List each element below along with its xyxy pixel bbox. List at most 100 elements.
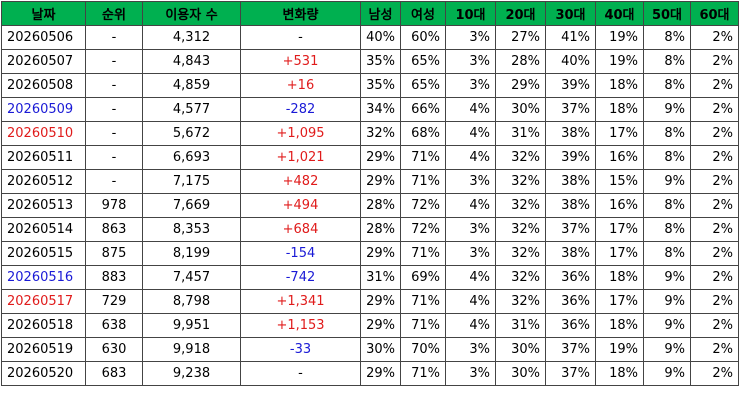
table-cell: 30% — [495, 361, 546, 386]
table-cell: 18% — [595, 97, 644, 122]
table-cell: 36% — [545, 313, 596, 338]
table-cell: 29% — [360, 169, 401, 194]
table-cell: -154 — [240, 241, 361, 266]
table-cell: 37% — [545, 97, 596, 122]
table-cell: 31% — [495, 313, 546, 338]
table-cell: 16% — [595, 193, 644, 218]
table-cell: 20260518 — [1, 313, 86, 338]
table-row: 20260510-5,672 +1,095 32% 68% 4% 31% 38% 17% 8% 2… — [1, 121, 739, 146]
column-header: 순위 — [85, 1, 143, 26]
table-cell: 20260511 — [1, 145, 86, 170]
table-cell: +1,341 — [240, 289, 361, 314]
table-cell: -33 — [240, 337, 361, 362]
table-cell: 18% — [595, 73, 644, 98]
table-cell: 8% — [643, 193, 691, 218]
column-header: 20대 — [495, 1, 546, 26]
table-cell: 9,238 — [142, 361, 241, 386]
table-cell: 2% — [690, 121, 739, 146]
table-cell: 8% — [643, 49, 691, 74]
table-cell: 4% — [445, 193, 496, 218]
table-cell: 20260516 — [1, 265, 86, 290]
table-cell: 71% — [400, 361, 446, 386]
table-cell: 9% — [643, 337, 691, 362]
table-cell: 29% — [495, 73, 546, 98]
table-cell: 37% — [545, 217, 596, 242]
table-row: 20260508-4,859 +16 35% 65% 3% 29% 39% 18% 8% 2% — [1, 73, 739, 98]
table-cell: 630 — [85, 337, 143, 362]
table-cell: 28% — [495, 49, 546, 74]
table-cell: 8,353 — [142, 217, 241, 242]
table-cell: 32% — [495, 217, 546, 242]
table-cell: - — [85, 25, 143, 50]
table-cell: 20260520 — [1, 361, 86, 386]
table-cell: 37% — [545, 361, 596, 386]
table-cell: 20260509 — [1, 97, 86, 122]
table-cell: 71% — [400, 313, 446, 338]
table-cell: 35% — [360, 49, 401, 74]
table-cell: 35% — [360, 73, 401, 98]
table-cell: 20260506 — [1, 25, 86, 50]
table-cell: 8,798 — [142, 289, 241, 314]
table-cell: +531 — [240, 49, 361, 74]
table-cell: - — [85, 97, 143, 122]
table-cell: - — [85, 73, 143, 98]
table-cell: 18% — [595, 361, 644, 386]
table-cell: 2% — [690, 73, 739, 98]
table-cell: 68% — [400, 121, 446, 146]
table-cell: 71% — [400, 169, 446, 194]
table-cell: 8% — [643, 25, 691, 50]
table-cell: 30% — [495, 337, 546, 362]
table-cell: +494 — [240, 193, 361, 218]
table-cell: 3% — [445, 337, 496, 362]
table-cell: 4,312 — [142, 25, 241, 50]
table-row: 20260517 729 8,798 +1,341 29% 71% 4% 32% 36% 17% 9… — [1, 289, 739, 314]
table-cell: 17% — [595, 241, 644, 266]
data-table: 날짜 순위 이용자 수 변화량 남성 여성 10대 20대 30대 40대 50대 60대 20260… — [1, 1, 739, 386]
table-cell: 32% — [360, 121, 401, 146]
table-cell: +684 — [240, 217, 361, 242]
table-cell: 60% — [400, 25, 446, 50]
table-cell: 3% — [445, 361, 496, 386]
table-row: 20260511-6,693 +1,021 29% 71% 4% 32% 39% 16% 8% 2… — [1, 145, 739, 170]
table-cell: 8% — [643, 121, 691, 146]
table-row: 20260518 638 9,951 +1,153 29% 71% 4% 31% 36% 18% 9… — [1, 313, 739, 338]
table-cell: 17% — [595, 289, 644, 314]
column-header: 여성 — [400, 1, 446, 26]
table-cell: 8% — [643, 73, 691, 98]
table-cell: - — [240, 25, 361, 50]
table-cell: 4,859 — [142, 73, 241, 98]
table-cell: - — [85, 169, 143, 194]
table-row: 20260520 683 9,238-29% 71% 3% 30% 37% 18% 9% 2% — [1, 361, 739, 386]
table-cell: 6,693 — [142, 145, 241, 170]
table-cell: 3% — [445, 217, 496, 242]
table-cell: +482 — [240, 169, 361, 194]
table-cell: 4,577 — [142, 97, 241, 122]
table-cell: 71% — [400, 145, 446, 170]
table-cell: 4% — [445, 121, 496, 146]
table-cell: 28% — [360, 193, 401, 218]
table-cell: 29% — [360, 289, 401, 314]
table-cell: 4% — [445, 265, 496, 290]
table-cell: 15% — [595, 169, 644, 194]
table-cell: 883 — [85, 265, 143, 290]
table-row: 20260507-4,843 +531 35% 65% 3% 28% 40% 19% 8% 2% — [1, 49, 739, 74]
table-cell: 7,457 — [142, 265, 241, 290]
column-header: 날짜 — [1, 1, 86, 26]
column-header: 50대 — [643, 1, 691, 26]
table-cell: 3% — [445, 241, 496, 266]
table-cell: 72% — [400, 193, 446, 218]
table-cell: 8,199 — [142, 241, 241, 266]
table-cell: 2% — [690, 193, 739, 218]
table-row: 20260519 630 9,918 -33 30% 70% 3% 30% 37% 19% 9% 2% — [1, 337, 739, 362]
table-cell: 36% — [545, 289, 596, 314]
table-cell: 20260507 — [1, 49, 86, 74]
table-cell: 38% — [545, 169, 596, 194]
column-header: 10대 — [445, 1, 496, 26]
column-header: 60대 — [690, 1, 739, 26]
table-cell: 9,918 — [142, 337, 241, 362]
table-cell: 66% — [400, 97, 446, 122]
table-cell: 3% — [445, 25, 496, 50]
table-cell: 41% — [545, 25, 596, 50]
table-cell: 17% — [595, 121, 644, 146]
column-header: 남성 — [360, 1, 401, 26]
